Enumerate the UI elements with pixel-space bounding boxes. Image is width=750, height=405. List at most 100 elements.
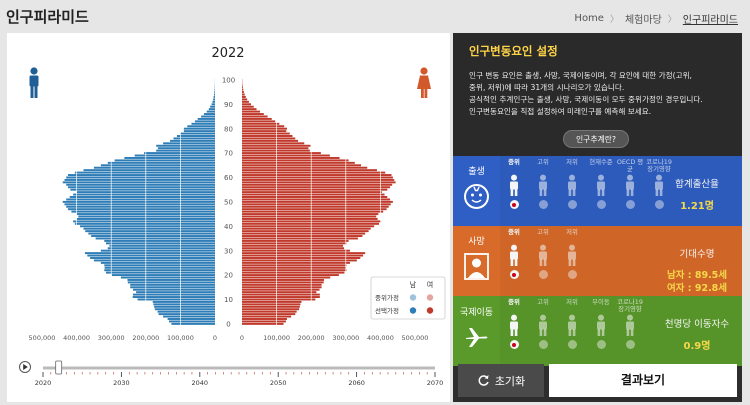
legend-female-median-dot <box>426 294 434 301</box>
birth-option-radio[interactable] <box>625 200 635 209</box>
birth-result-value: 1.21명 <box>680 201 714 212</box>
timeline-handle[interactable] <box>55 360 63 375</box>
death-option-label: 저위 <box>566 228 578 236</box>
projection-info-button[interactable]: 인구추계란? <box>563 130 629 148</box>
male-bar-age-48 <box>66 205 215 208</box>
female-bar-age-2 <box>242 318 287 320</box>
male-bar-age-91 <box>212 100 215 103</box>
female-bar-age-40 <box>242 225 375 228</box>
birth-option-3[interactable]: 현재수준 <box>587 156 615 209</box>
migration-option-3[interactable]: 무이동 <box>587 296 615 349</box>
female-bar-age-29 <box>242 252 366 255</box>
female-bar-age-14 <box>242 288 320 291</box>
female-bar-age-4 <box>242 313 296 316</box>
death-option-radio[interactable] <box>538 270 548 279</box>
death-option-1[interactable]: 고위 <box>529 226 557 279</box>
birth-option-2[interactable]: 저위 <box>558 156 586 209</box>
migration-option-radio[interactable] <box>567 340 577 349</box>
person-icon <box>587 174 615 196</box>
x-tick-label-right: 500,000 <box>402 334 429 342</box>
migration-option-radio[interactable] <box>625 340 635 349</box>
female-bar-age-43 <box>242 217 378 220</box>
female-bar-age-25 <box>242 261 350 264</box>
legend-selected-label: 선택가정 <box>375 306 399 315</box>
death-option-2[interactable]: 저위 <box>558 226 586 279</box>
age-tick-label: 20 <box>224 272 233 280</box>
male-bar-age-15 <box>130 286 215 289</box>
x-tick-label-right: 0 <box>240 334 244 342</box>
female-bar-age-41 <box>242 222 380 225</box>
birth-option-radio[interactable] <box>596 200 606 209</box>
age-tick-label: 40 <box>224 223 233 231</box>
reset-button-label: 초기화 <box>494 374 526 388</box>
male-bar-age-20 <box>111 274 215 277</box>
birth-option-0[interactable]: 중위 <box>500 156 528 209</box>
male-bar-age-56 <box>67 186 215 189</box>
female-bar-age-35 <box>242 237 358 240</box>
migration-option-radio[interactable] <box>509 340 519 349</box>
birth-option-radio[interactable] <box>567 200 577 209</box>
migration-option-4[interactable]: 코로나19 장기영향 <box>616 296 644 349</box>
chevron-right-icon: 〉 <box>667 15 677 25</box>
female-bar-age-67 <box>242 159 349 162</box>
reset-button[interactable]: 초기화 <box>458 364 544 397</box>
death-option-radio[interactable] <box>567 270 577 279</box>
breadcrumb-current[interactable]: 인구피라미드 <box>682 15 738 26</box>
migration-option-label: 무이동 <box>592 298 610 306</box>
migration-option-0[interactable]: 중위 <box>500 296 528 349</box>
male-bar-age-6 <box>154 308 215 311</box>
birth-option-1[interactable]: 고위 <box>529 156 557 209</box>
male-bar-age-87 <box>206 110 215 113</box>
migration-option-2[interactable]: 저위 <box>558 296 586 349</box>
male-bar-age-31 <box>107 247 215 250</box>
birth-option-4[interactable]: OECD 평균 <box>616 156 644 209</box>
female-bar-age-60 <box>242 176 393 179</box>
view-result-button[interactable]: 결과보기 <box>549 364 737 397</box>
male-bar-age-81 <box>187 125 215 128</box>
migration-option-radio[interactable] <box>596 340 606 349</box>
person-icon <box>529 244 557 266</box>
migration-result-value: 0.9명 <box>683 341 711 352</box>
x-tick-label-right: 100,000 <box>263 334 290 342</box>
female-bar-age-96 <box>242 88 244 91</box>
baby-face-icon <box>464 184 489 209</box>
birth-option-radio[interactable] <box>538 200 548 209</box>
death-option-0[interactable]: 중위 <box>500 226 528 279</box>
death-option-radio[interactable] <box>509 270 519 279</box>
death-options-area: 중위 고위 저위 기대수명 남자 : 89.5세 여자 : 92.8세 <box>500 226 742 296</box>
female-bar-age-12 <box>242 293 320 296</box>
male-bar-age-59 <box>64 178 215 181</box>
timeline-year-label: 2020 <box>35 379 52 387</box>
birth-option-5[interactable]: 코로나19 장기영향 <box>645 156 673 209</box>
person-icon <box>500 174 528 196</box>
migration-option-1[interactable]: 고위 <box>529 296 557 349</box>
female-bar-age-44 <box>242 215 377 218</box>
female-bar-age-32 <box>242 244 344 247</box>
x-tick-label-left: 200,000 <box>132 334 159 342</box>
birth-option-radio[interactable] <box>509 200 519 209</box>
male-bar-age-9 <box>152 300 215 303</box>
migration-option-radio[interactable] <box>538 340 548 349</box>
migration-option-label: 저위 <box>566 298 578 306</box>
male-bar-age-89 <box>210 105 215 108</box>
age-tick-label: 70 <box>224 150 233 158</box>
female-bar-age-86 <box>242 113 264 116</box>
male-bar-age-5 <box>157 310 215 313</box>
breadcrumb-section[interactable]: 체험마당 <box>624 15 662 26</box>
male-bar-age-46 <box>71 210 215 213</box>
male-bar-age-74 <box>163 142 215 145</box>
male-bar-age-55 <box>70 188 215 191</box>
birth-option-radio[interactable] <box>654 200 664 209</box>
female-bar-age-52 <box>242 196 388 198</box>
breadcrumb-home[interactable]: Home <box>574 13 604 24</box>
timeline-year-label: 2070 <box>427 379 444 387</box>
migration-label: 국제이동 <box>459 308 494 318</box>
female-bar-age-21 <box>242 271 345 274</box>
male-bar-age-44 <box>78 215 215 218</box>
male-bar-age-61 <box>67 174 215 177</box>
female-bar-age-17 <box>242 281 324 284</box>
male-bar-age-52 <box>69 196 216 198</box>
death-label-block: 사망 <box>453 226 500 296</box>
person-icon <box>529 174 557 196</box>
